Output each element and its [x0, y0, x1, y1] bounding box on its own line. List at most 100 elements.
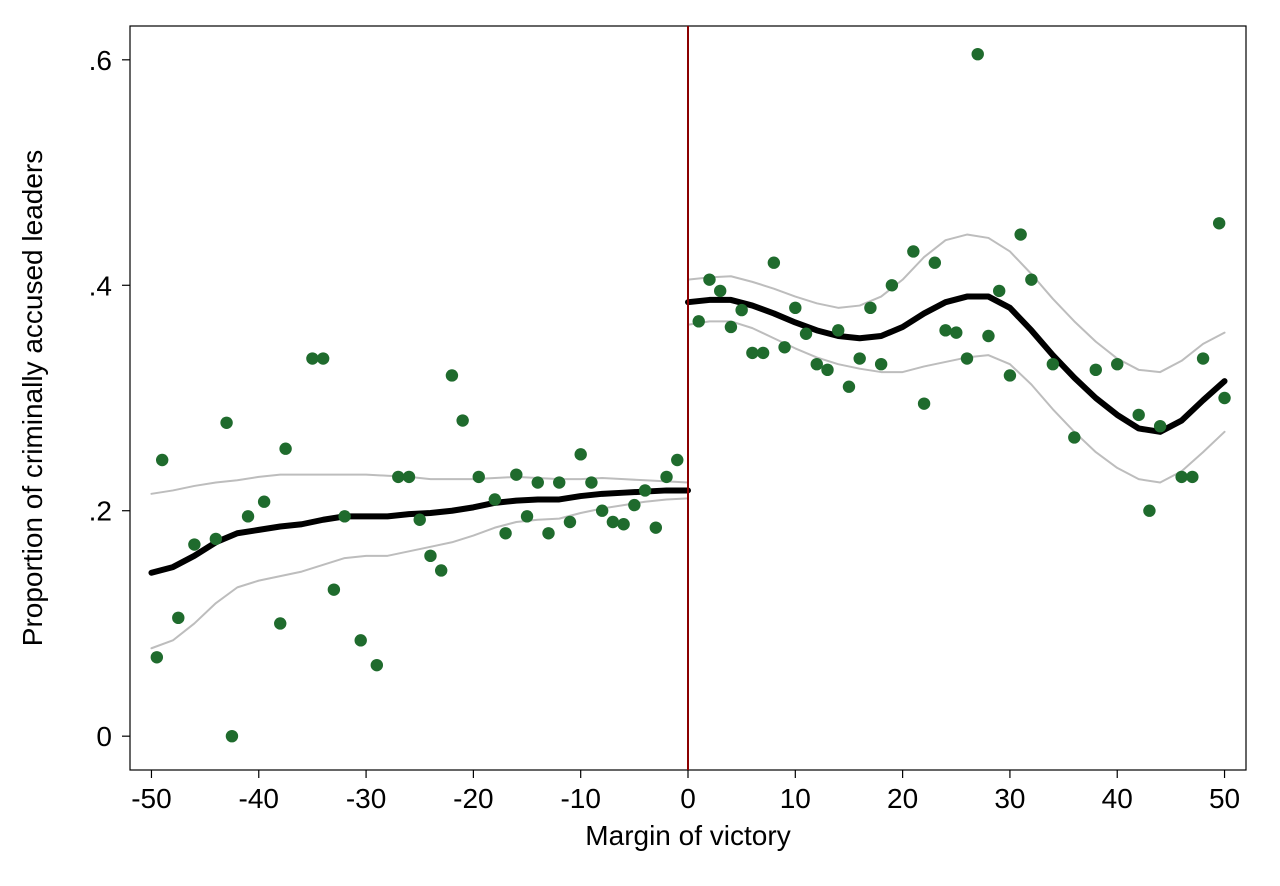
scatter-point [929, 257, 941, 269]
scatter-point [371, 659, 383, 671]
scatter-point [542, 527, 554, 539]
chart-bg [0, 0, 1280, 886]
scatter-point [757, 347, 769, 359]
scatter-point [596, 505, 608, 517]
x-tick-label: -30 [346, 783, 386, 814]
scatter-point [258, 496, 270, 508]
scatter-point [789, 302, 801, 314]
scatter-point [1090, 364, 1102, 376]
scatter-point [446, 369, 458, 381]
scatter-point [1132, 409, 1144, 421]
scatter-point [832, 324, 844, 336]
scatter-point [1175, 471, 1187, 483]
scatter-point [274, 617, 286, 629]
scatter-point [639, 484, 651, 496]
scatter-point [1068, 431, 1080, 443]
scatter-point [156, 454, 168, 466]
scatter-point [950, 326, 962, 338]
scatter-point [1004, 369, 1016, 381]
scatter-point [1047, 358, 1059, 370]
x-tick-label: 0 [680, 783, 696, 814]
scatter-point [1186, 471, 1198, 483]
scatter-point [574, 448, 586, 460]
scatter-point [414, 514, 426, 526]
scatter-point [972, 48, 984, 60]
x-tick-label: 50 [1209, 783, 1240, 814]
scatter-point [1111, 358, 1123, 370]
scatter-point [768, 257, 780, 269]
scatter-point [821, 364, 833, 376]
scatter-point [1197, 352, 1209, 364]
scatter-point [961, 352, 973, 364]
x-tick-label: -10 [560, 783, 600, 814]
scatter-point [886, 279, 898, 291]
x-tick-label: -50 [131, 783, 171, 814]
scatter-point [1143, 505, 1155, 517]
scatter-point [306, 352, 318, 364]
scatter-point [1213, 217, 1225, 229]
scatter-point [151, 651, 163, 663]
scatter-point [725, 321, 737, 333]
scatter-point [982, 330, 994, 342]
scatter-point [564, 516, 576, 528]
scatter-point [279, 443, 291, 455]
x-tick-label: -40 [239, 783, 279, 814]
scatter-point [703, 273, 715, 285]
scatter-point [875, 358, 887, 370]
scatter-point [338, 510, 350, 522]
x-tick-label: 30 [994, 783, 1025, 814]
scatter-point [1025, 273, 1037, 285]
x-tick-label: 10 [780, 783, 811, 814]
chart-svg: -50-40-30-20-10010203040500.2.4.6Margin … [0, 0, 1280, 886]
scatter-point [355, 634, 367, 646]
scatter-point [435, 564, 447, 576]
scatter-point [918, 397, 930, 409]
scatter-point [800, 328, 812, 340]
scatter-point [993, 285, 1005, 297]
scatter-point [778, 341, 790, 353]
scatter-point [226, 730, 238, 742]
scatter-point [403, 471, 415, 483]
scatter-point [746, 347, 758, 359]
scatter-point [210, 533, 222, 545]
scatter-point [628, 499, 640, 511]
scatter-point [1218, 392, 1230, 404]
scatter-point [499, 527, 511, 539]
scatter-point [553, 476, 565, 488]
rdd-chart: -50-40-30-20-10010203040500.2.4.6Margin … [0, 0, 1280, 886]
scatter-point [424, 550, 436, 562]
scatter-point [521, 510, 533, 522]
scatter-point [660, 471, 672, 483]
scatter-point [907, 245, 919, 257]
scatter-point [242, 510, 254, 522]
scatter-point [811, 358, 823, 370]
y-tick-label: .4 [89, 270, 112, 301]
scatter-point [671, 454, 683, 466]
scatter-point [473, 471, 485, 483]
scatter-point [328, 583, 340, 595]
scatter-point [1154, 420, 1166, 432]
scatter-point [510, 468, 522, 480]
scatter-point [188, 538, 200, 550]
scatter-point [585, 476, 597, 488]
scatter-point [939, 324, 951, 336]
scatter-point [650, 521, 662, 533]
scatter-point [843, 381, 855, 393]
x-tick-label: -20 [453, 783, 493, 814]
y-axis-label: Proportion of criminally accused leaders [17, 150, 48, 646]
y-tick-label: .2 [89, 496, 112, 527]
x-tick-label: 40 [1102, 783, 1133, 814]
scatter-point [172, 612, 184, 624]
scatter-point [532, 476, 544, 488]
scatter-point [607, 516, 619, 528]
scatter-point [617, 518, 629, 530]
scatter-point [735, 304, 747, 316]
scatter-point [317, 352, 329, 364]
scatter-point [1014, 228, 1026, 240]
scatter-point [456, 414, 468, 426]
scatter-point [693, 315, 705, 327]
y-tick-label: .6 [89, 45, 112, 76]
scatter-point [714, 285, 726, 297]
y-tick-label: 0 [96, 721, 112, 752]
scatter-point [489, 493, 501, 505]
